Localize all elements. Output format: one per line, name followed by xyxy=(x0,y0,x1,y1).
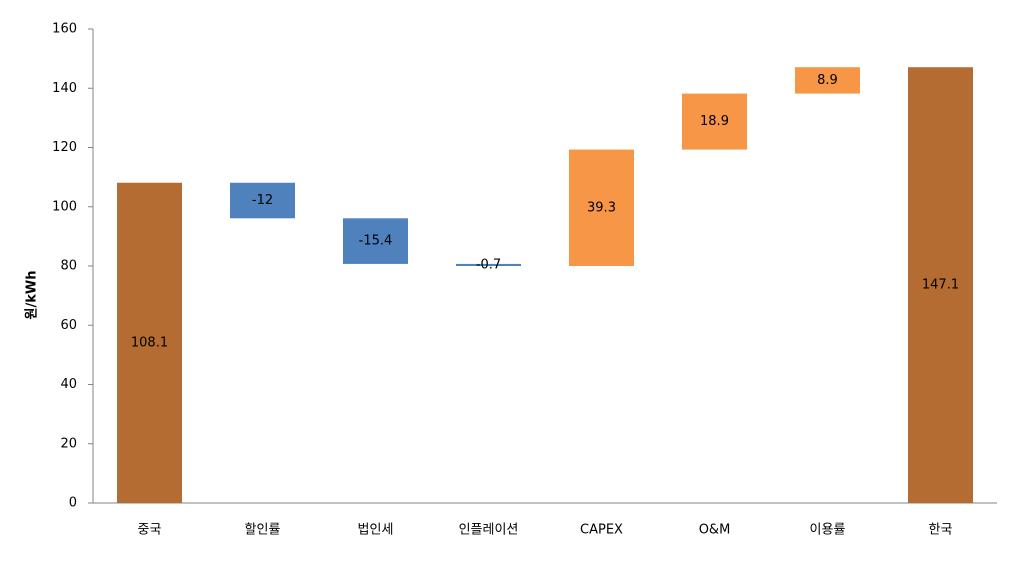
y-tick-label: 140 xyxy=(52,81,77,96)
data-label: -12 xyxy=(252,193,273,208)
bar xyxy=(795,67,860,94)
y-tick-label: 160 xyxy=(52,22,77,37)
bar xyxy=(456,263,521,266)
x-tick-label: 한국 xyxy=(929,523,953,538)
bar xyxy=(569,149,634,266)
data-label: -0.7 xyxy=(476,257,501,272)
x-tick-label: O&M xyxy=(699,523,731,538)
data-label: 147.1 xyxy=(922,278,959,293)
data-label: 108.1 xyxy=(131,335,168,350)
y-tick-label: 120 xyxy=(52,140,77,155)
data-label: 8.9 xyxy=(817,73,838,88)
y-tick-label: 20 xyxy=(60,436,77,451)
x-tick-label: 이용률 xyxy=(810,523,846,538)
y-tick-label: 40 xyxy=(60,377,77,392)
y-tick-label: 100 xyxy=(52,199,77,214)
data-label: 18.9 xyxy=(700,114,729,129)
y-tick-label: 0 xyxy=(69,496,77,511)
x-tick-label: 법인세 xyxy=(358,523,394,538)
bar xyxy=(117,182,182,503)
x-tick-label: 중국 xyxy=(138,523,162,538)
y-axis-label: 원/kWh xyxy=(25,271,40,320)
y-tick-label: 60 xyxy=(60,318,77,333)
x-tick-label: CAPEX xyxy=(580,523,623,538)
data-label: -15.4 xyxy=(359,234,393,249)
y-tick-label: 80 xyxy=(60,259,77,274)
bar xyxy=(343,218,408,264)
x-tick-label: 할인률 xyxy=(245,523,281,538)
bar xyxy=(908,67,973,503)
bar xyxy=(230,182,295,219)
x-tick-label: 인플레이션 xyxy=(459,523,519,538)
data-label: 39.3 xyxy=(587,200,616,215)
bar xyxy=(682,93,747,150)
